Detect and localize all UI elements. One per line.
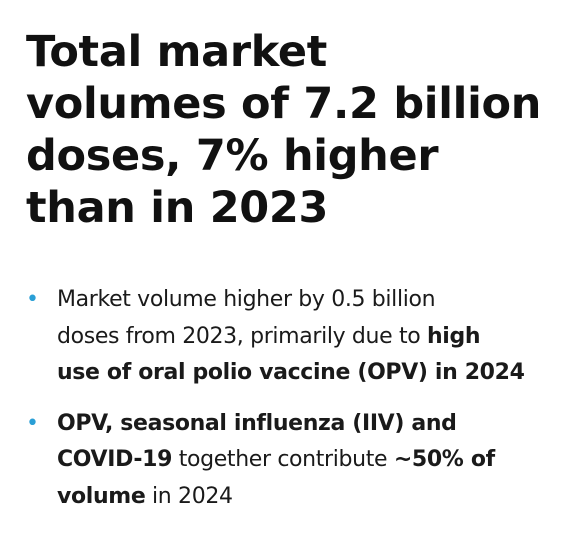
- bullet-2-line-1-emphasis: OPV, seasonal influenza (IIV) and: [57, 410, 457, 436]
- bullet-2-line-2-emphasis-b: ~50% of: [393, 447, 495, 472]
- bullet-2-line-2: COVID-19 together contribute ~50% of: [57, 442, 566, 479]
- bullet-item-contributors: • OPV, seasonal influenza (IIV) and COVI…: [26, 406, 566, 516]
- bullet-1-line-2: doses from 2023, primarily due to high: [57, 319, 566, 356]
- bullet-2-line-3-emphasis: volume: [57, 483, 146, 509]
- bullet-1-line-2-emphasis: high: [426, 323, 481, 349]
- headline: Total market volumes of 7.2 billion dose…: [26, 26, 566, 234]
- headline-line-3: doses, 7% higher: [26, 131, 439, 181]
- headline-line-2: volumes of 7.2 billion: [26, 79, 542, 129]
- headline-line-1: Total market: [26, 27, 328, 77]
- bullet-2-line-1: OPV, seasonal influenza (IIV) and: [57, 406, 566, 443]
- bullet-1-line-3: use of oral polio vaccine (OPV) in 2024: [57, 355, 566, 392]
- bullet-marker: •: [26, 287, 39, 312]
- bullet-item-market-volume: • Market volume higher by 0.5 billion do…: [26, 282, 566, 392]
- bullet-list: • Market volume higher by 0.5 billion do…: [26, 282, 566, 515]
- bullet-2-line-2-emphasis-a: COVID-19: [57, 447, 173, 472]
- headline-line-4: than in 2023: [26, 183, 329, 233]
- bullet-2-line-3-text: in 2024: [145, 483, 233, 509]
- bullet-2-line-3: volume in 2024: [57, 479, 566, 516]
- bullet-1-line-2-text: doses from 2023, primarily due to: [57, 323, 427, 349]
- bullet-1-line-1: Market volume higher by 0.5 billion: [57, 287, 436, 312]
- bullet-1-line-3-emphasis: use of oral polio vaccine (OPV) in 2024: [57, 360, 525, 385]
- bullet-marker: •: [26, 410, 39, 436]
- bullet-2-line-2-text: together contribute: [172, 447, 394, 472]
